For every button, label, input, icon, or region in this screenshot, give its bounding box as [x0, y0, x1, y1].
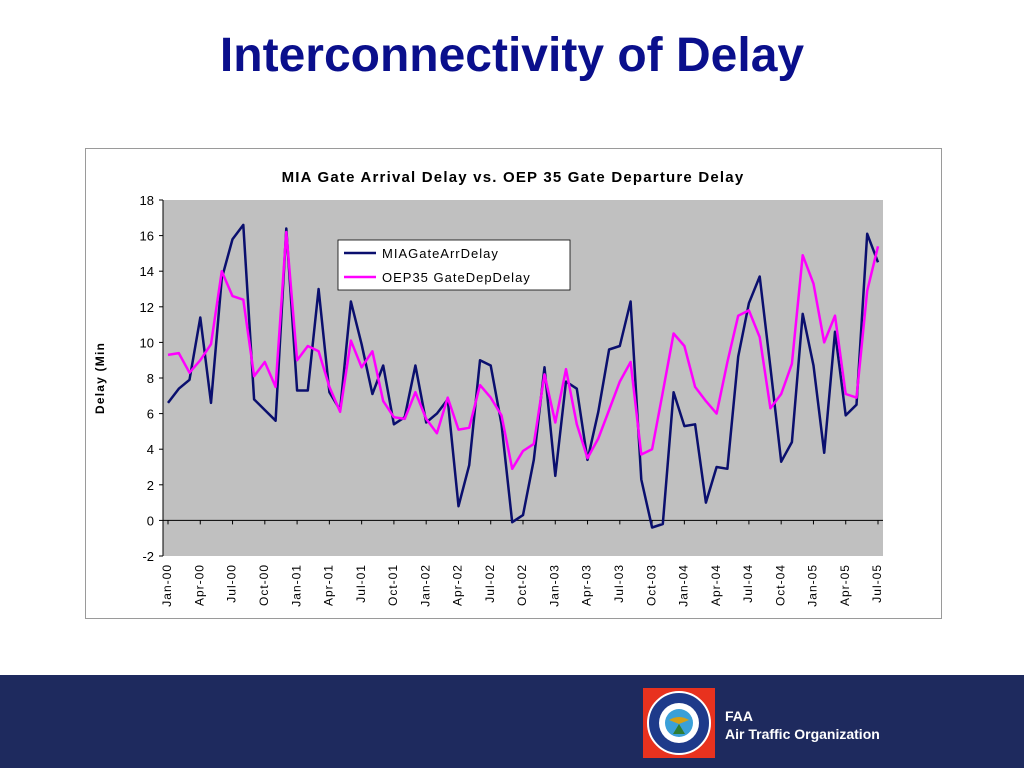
- x-tick-label: Jan-05: [806, 564, 820, 607]
- x-tick-label: Oct-02: [515, 564, 529, 606]
- slide-title: Interconnectivity of Delay: [219, 29, 805, 82]
- x-tick-label: Jan-01: [289, 564, 303, 607]
- x-tick-label: Oct-01: [386, 564, 400, 606]
- y-tick-label: 14: [140, 264, 154, 279]
- legend-label-oep: OEP35 GateDepDelay: [382, 270, 531, 285]
- x-tick-label: Oct-04: [773, 564, 787, 606]
- x-tick-label: Jan-04: [677, 564, 691, 607]
- x-tick-label: Oct-00: [257, 564, 271, 606]
- org-name-block: FAA Air Traffic Organization: [725, 707, 880, 743]
- y-tick-label: 10: [140, 335, 154, 350]
- x-tick-label: Apr-03: [580, 564, 594, 606]
- y-tick-label: 18: [140, 193, 154, 208]
- series-line-oep35-gate-dep-delay: [167, 230, 880, 471]
- x-tick-label: Jan-02: [418, 564, 432, 607]
- x-tick-label: Apr-00: [192, 564, 206, 606]
- chart-frame: MIA Gate Arrival Delay vs. OEP 35 Gate D…: [85, 148, 942, 619]
- chart-legend: MIAGateArrDelay OEP35 GateDepDelay: [337, 239, 571, 291]
- x-tick-label: Jan-03: [547, 564, 561, 607]
- y-tick-label: 4: [147, 442, 154, 457]
- legend-label-mia: MIAGateArrDelay: [382, 246, 499, 261]
- x-tick-label: Apr-05: [838, 564, 852, 606]
- org-short-name: FAA: [725, 708, 753, 724]
- y-tick-label: 0: [147, 513, 154, 528]
- y-tick-label: 16: [140, 229, 154, 244]
- x-tick-label: Apr-04: [709, 564, 723, 606]
- faa-seal-icon: [647, 691, 711, 755]
- x-tick-label: Jul-03: [612, 564, 626, 603]
- series-line-mia-gate-arr-delay: [167, 223, 880, 529]
- y-tick-label: 2: [147, 478, 154, 493]
- faa-seal-logo: [643, 688, 715, 758]
- line-chart: MIA Gate Arrival Delay vs. OEP 35 Gate D…: [93, 169, 884, 607]
- x-tick-label: Jul-04: [741, 564, 755, 603]
- x-tick-label: Apr-01: [322, 564, 336, 606]
- x-tick-label: Apr-02: [451, 564, 465, 606]
- x-tick-label: Jan-00: [160, 564, 174, 607]
- chart-title: MIA Gate Arrival Delay vs. OEP 35 Gate D…: [282, 169, 745, 186]
- y-axis-label: Delay (Min: [93, 342, 107, 414]
- y-tick-label: -2: [142, 549, 154, 564]
- x-tick-label: Jul-02: [483, 564, 497, 603]
- org-long-name: Air Traffic Organization: [725, 726, 880, 742]
- x-tick-label: Oct-03: [644, 564, 658, 606]
- y-tick-label: 12: [140, 300, 154, 315]
- x-tick-label: Jul-01: [354, 564, 368, 603]
- x-tick-label: Jul-05: [870, 564, 884, 603]
- footer-bar: [0, 675, 1024, 768]
- y-tick-label: 6: [147, 407, 154, 422]
- y-tick-label: 8: [147, 371, 154, 386]
- x-tick-label: Jul-00: [225, 564, 239, 603]
